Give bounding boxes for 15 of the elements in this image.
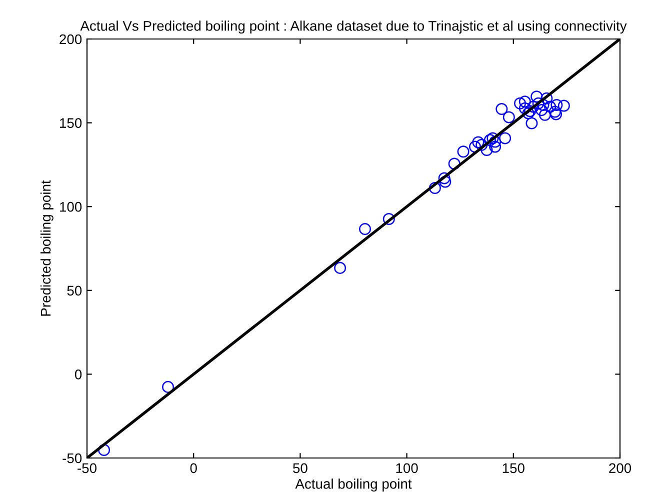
y-tick-label: 150 — [60, 118, 82, 128]
x-tick-label: 150 — [502, 463, 524, 474]
x-tick-label: 100 — [396, 463, 418, 474]
y-tick-label: 100 — [60, 202, 82, 212]
chart-title: Actual Vs Predicted boiling point : Alkane dataset due to Trinajstic et al using connectivity — [80, 20, 627, 34]
y-tick-label: 50 — [67, 286, 82, 296]
y-tick-label: 200 — [60, 34, 82, 44]
x-tick-label: 50 — [293, 463, 308, 474]
x-tick-label: 0 — [190, 463, 197, 474]
y-tick-label: -50 — [62, 453, 82, 464]
y-axis-title: Predicted boiling point — [40, 180, 54, 316]
x-axis-title: Actual boiling point — [295, 478, 412, 492]
x-tick-label: 200 — [609, 463, 632, 474]
x-tick-label: -50 — [78, 463, 96, 474]
y-tick-label: 0 — [74, 370, 82, 380]
